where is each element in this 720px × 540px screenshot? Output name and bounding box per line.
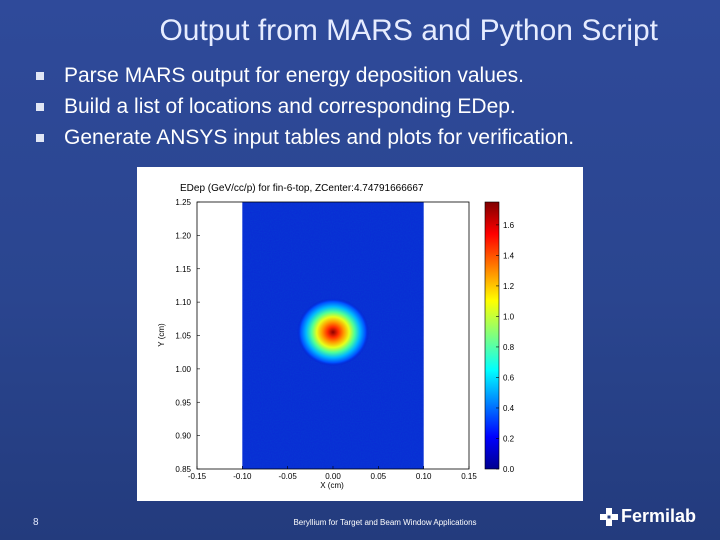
x-tick-label: 0.10 — [416, 472, 432, 481]
heatmap-panel: EDep (GeV/cc/p) for fin-6-top, ZCenter:4… — [137, 167, 583, 501]
colorbar-tick-label: 0.2 — [503, 434, 515, 443]
fermilab-logo-icon — [600, 507, 618, 526]
y-tick-label: 0.85 — [175, 465, 191, 474]
x-tick-label: -0.10 — [233, 472, 252, 481]
y-tick-label: 1.00 — [175, 365, 191, 374]
colorbar-tick-label: 1.0 — [503, 312, 515, 321]
y-tick-label: 0.95 — [175, 398, 191, 407]
footer-text: Beryllium for Target and Beam Window App… — [293, 518, 477, 527]
heatmap-chart: EDep (GeV/cc/p) for fin-6-top, ZCenter:4… — [157, 183, 515, 490]
bullet-item: Build a list of locations and correspond… — [36, 91, 574, 122]
chart-title: EDep (GeV/cc/p) for fin-6-top, ZCenter:4… — [180, 183, 424, 194]
bullet-icon — [36, 103, 44, 111]
y-tick-label: 0.90 — [175, 432, 191, 441]
y-axis-label: Y (cm) — [157, 323, 166, 347]
colorbar-tick-label: 0.0 — [503, 465, 515, 474]
colorbar-tick-label: 0.6 — [503, 373, 515, 382]
colorbar-tick-label: 0.4 — [503, 404, 515, 413]
plot-area — [242, 202, 424, 469]
colorbar-tick-label: 1.6 — [503, 221, 515, 230]
x-axis-label: X (cm) — [320, 481, 344, 490]
colorbar-tick-label: 1.2 — [503, 282, 515, 291]
y-tick-label: 1.20 — [175, 231, 191, 240]
bullet-text: Generate ANSYS input tables and plots fo… — [64, 126, 575, 149]
x-tick-label: 0.05 — [371, 472, 387, 481]
slide-number: 8 — [33, 517, 39, 528]
bullet-icon — [36, 134, 44, 142]
heatmap-peak — [297, 298, 369, 367]
bullet-item: Parse MARS output for energy deposition … — [36, 60, 574, 91]
colorbar-gradient — [484, 201, 500, 470]
bullet-icon — [36, 72, 44, 80]
y-tick-label: 1.05 — [175, 332, 191, 341]
logo-text: Fermilab — [621, 506, 697, 526]
x-tick-label: -0.15 — [188, 472, 207, 481]
colorbar-tick-label: 0.8 — [503, 343, 515, 352]
colorbar: 0.0 0.2 0.4 0.6 0.8 1.0 1.2 1.4 1.6 — [484, 201, 515, 474]
bullet-list: Parse MARS output for energy deposition … — [36, 60, 574, 153]
bullet-text: Build a list of locations and correspond… — [64, 95, 516, 118]
slide-title: Output from MARS and Python Script — [159, 14, 658, 47]
y-tick-label: 1.15 — [175, 265, 191, 274]
y-tick-label: 1.10 — [175, 298, 191, 307]
axes: -0.15 -0.10 -0.05 0.00 0.05 0.10 0.15 0.85 0.90 0… — [175, 198, 477, 481]
bullet-text: Parse MARS output for energy deposition … — [64, 64, 524, 87]
y-tick-label: 1.25 — [175, 198, 191, 207]
x-tick-label: 0.15 — [461, 472, 477, 481]
fermilab-logo: Fermilab — [600, 506, 696, 527]
x-tick-label: 0.00 — [325, 472, 341, 481]
x-tick-label: -0.05 — [279, 472, 298, 481]
bullet-item: Generate ANSYS input tables and plots fo… — [36, 122, 574, 153]
colorbar-tick-label: 1.4 — [503, 251, 515, 260]
